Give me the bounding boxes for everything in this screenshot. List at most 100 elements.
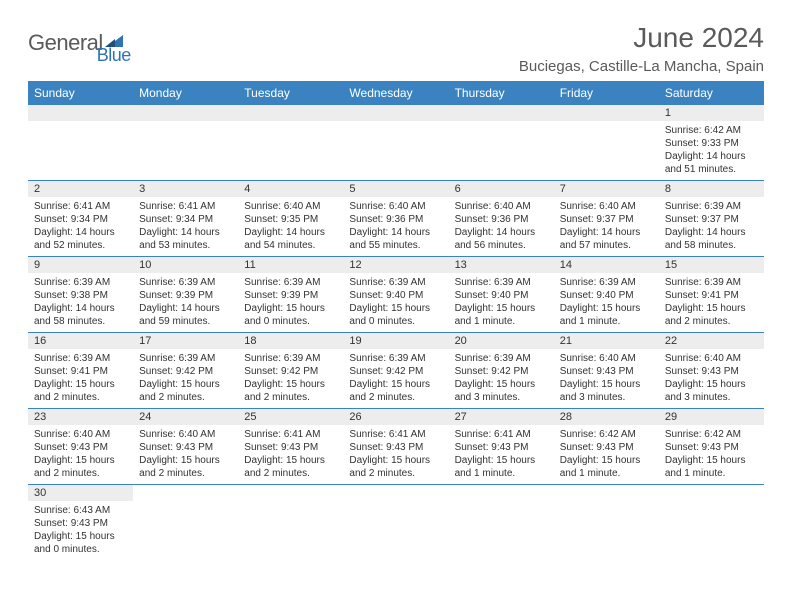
day-details bbox=[238, 501, 343, 508]
day-number: 12 bbox=[343, 257, 448, 273]
day-number: 1 bbox=[659, 105, 764, 121]
day-detail-line: Sunset: 9:39 PM bbox=[139, 289, 232, 302]
day-number: 29 bbox=[659, 409, 764, 425]
day-detail-line: Sunrise: 6:39 AM bbox=[665, 276, 758, 289]
day-detail-line: Daylight: 15 hours and 2 minutes. bbox=[349, 378, 442, 404]
day-details bbox=[343, 501, 448, 508]
calendar-cell: 23Sunrise: 6:40 AMSunset: 9:43 PMDayligh… bbox=[28, 409, 133, 485]
day-details bbox=[449, 501, 554, 508]
location-label: Buciegas, Castille-La Mancha, Spain bbox=[519, 58, 764, 75]
day-detail-line: Daylight: 14 hours and 55 minutes. bbox=[349, 226, 442, 252]
day-detail-line: Sunrise: 6:40 AM bbox=[455, 200, 548, 213]
day-details: Sunrise: 6:41 AMSunset: 9:43 PMDaylight:… bbox=[238, 425, 343, 484]
calendar-cell bbox=[343, 105, 448, 181]
day-number bbox=[343, 105, 448, 121]
day-detail-line: Daylight: 14 hours and 53 minutes. bbox=[139, 226, 232, 252]
day-header: Monday bbox=[133, 81, 238, 105]
day-detail-line: Daylight: 15 hours and 3 minutes. bbox=[665, 378, 758, 404]
day-detail-line: Sunset: 9:40 PM bbox=[455, 289, 548, 302]
day-detail-line: Sunrise: 6:41 AM bbox=[244, 428, 337, 441]
day-detail-line: Sunrise: 6:39 AM bbox=[455, 276, 548, 289]
day-details: Sunrise: 6:39 AMSunset: 9:37 PMDaylight:… bbox=[659, 197, 764, 256]
day-detail-line: Sunrise: 6:39 AM bbox=[349, 352, 442, 365]
day-details: Sunrise: 6:39 AMSunset: 9:41 PMDaylight:… bbox=[659, 273, 764, 332]
day-detail-line: Sunset: 9:40 PM bbox=[349, 289, 442, 302]
day-number: 9 bbox=[28, 257, 133, 273]
day-number bbox=[449, 105, 554, 121]
day-detail-line: Sunrise: 6:39 AM bbox=[244, 352, 337, 365]
day-number bbox=[343, 485, 448, 501]
calendar-cell: 30Sunrise: 6:43 AMSunset: 9:43 PMDayligh… bbox=[28, 485, 133, 561]
day-details: Sunrise: 6:42 AMSunset: 9:43 PMDaylight:… bbox=[554, 425, 659, 484]
calendar-cell bbox=[133, 105, 238, 181]
calendar-cell: 12Sunrise: 6:39 AMSunset: 9:40 PMDayligh… bbox=[343, 257, 448, 333]
day-detail-line: Daylight: 14 hours and 54 minutes. bbox=[244, 226, 337, 252]
day-details: Sunrise: 6:40 AMSunset: 9:43 PMDaylight:… bbox=[554, 349, 659, 408]
day-detail-line: Sunrise: 6:40 AM bbox=[34, 428, 127, 441]
day-number: 30 bbox=[28, 485, 133, 501]
day-detail-line: Daylight: 14 hours and 56 minutes. bbox=[455, 226, 548, 252]
day-detail-line: Sunrise: 6:42 AM bbox=[665, 124, 758, 137]
day-header: Wednesday bbox=[343, 81, 448, 105]
day-detail-line: Sunset: 9:43 PM bbox=[139, 441, 232, 454]
calendar-cell: 6Sunrise: 6:40 AMSunset: 9:36 PMDaylight… bbox=[449, 181, 554, 257]
day-detail-line: Sunset: 9:42 PM bbox=[455, 365, 548, 378]
day-number: 18 bbox=[238, 333, 343, 349]
day-details bbox=[28, 121, 133, 128]
day-detail-line: Sunrise: 6:39 AM bbox=[34, 352, 127, 365]
day-detail-line: Sunset: 9:37 PM bbox=[665, 213, 758, 226]
day-detail-line: Sunset: 9:43 PM bbox=[455, 441, 548, 454]
calendar-table: Sunday Monday Tuesday Wednesday Thursday… bbox=[28, 81, 764, 560]
day-number: 27 bbox=[449, 409, 554, 425]
day-detail-line: Daylight: 14 hours and 57 minutes. bbox=[560, 226, 653, 252]
day-header: Thursday bbox=[449, 81, 554, 105]
calendar-week-row: 9Sunrise: 6:39 AMSunset: 9:38 PMDaylight… bbox=[28, 257, 764, 333]
day-detail-line: Sunset: 9:43 PM bbox=[560, 441, 653, 454]
day-detail-line: Sunrise: 6:41 AM bbox=[455, 428, 548, 441]
day-detail-line: Sunrise: 6:40 AM bbox=[560, 200, 653, 213]
day-details: Sunrise: 6:39 AMSunset: 9:40 PMDaylight:… bbox=[343, 273, 448, 332]
title-block: June 2024 Buciegas, Castille-La Mancha, … bbox=[519, 22, 764, 75]
calendar-cell: 7Sunrise: 6:40 AMSunset: 9:37 PMDaylight… bbox=[554, 181, 659, 257]
calendar-cell: 16Sunrise: 6:39 AMSunset: 9:41 PMDayligh… bbox=[28, 333, 133, 409]
day-number bbox=[449, 485, 554, 501]
day-detail-line: Daylight: 15 hours and 2 minutes. bbox=[139, 378, 232, 404]
day-header: Saturday bbox=[659, 81, 764, 105]
day-detail-line: Sunset: 9:41 PM bbox=[665, 289, 758, 302]
day-details bbox=[238, 121, 343, 128]
day-detail-line: Sunrise: 6:39 AM bbox=[34, 276, 127, 289]
day-details bbox=[554, 501, 659, 508]
calendar-cell: 11Sunrise: 6:39 AMSunset: 9:39 PMDayligh… bbox=[238, 257, 343, 333]
day-number bbox=[133, 485, 238, 501]
logo-text-accent: Blue bbox=[97, 45, 131, 66]
day-details bbox=[133, 121, 238, 128]
day-number: 28 bbox=[554, 409, 659, 425]
calendar-cell: 3Sunrise: 6:41 AMSunset: 9:34 PMDaylight… bbox=[133, 181, 238, 257]
day-details: Sunrise: 6:39 AMSunset: 9:41 PMDaylight:… bbox=[28, 349, 133, 408]
calendar-cell: 4Sunrise: 6:40 AMSunset: 9:35 PMDaylight… bbox=[238, 181, 343, 257]
day-detail-line: Daylight: 15 hours and 0 minutes. bbox=[34, 530, 127, 556]
day-details: Sunrise: 6:39 AMSunset: 9:42 PMDaylight:… bbox=[133, 349, 238, 408]
day-detail-line: Sunset: 9:39 PM bbox=[244, 289, 337, 302]
day-number: 2 bbox=[28, 181, 133, 197]
calendar-cell bbox=[659, 485, 764, 561]
calendar-cell: 9Sunrise: 6:39 AMSunset: 9:38 PMDaylight… bbox=[28, 257, 133, 333]
day-detail-line: Sunrise: 6:42 AM bbox=[560, 428, 653, 441]
logo: General Blue bbox=[28, 22, 131, 56]
calendar-cell: 17Sunrise: 6:39 AMSunset: 9:42 PMDayligh… bbox=[133, 333, 238, 409]
day-detail-line: Daylight: 14 hours and 58 minutes. bbox=[34, 302, 127, 328]
calendar-cell: 10Sunrise: 6:39 AMSunset: 9:39 PMDayligh… bbox=[133, 257, 238, 333]
day-details: Sunrise: 6:40 AMSunset: 9:36 PMDaylight:… bbox=[449, 197, 554, 256]
day-details: Sunrise: 6:43 AMSunset: 9:43 PMDaylight:… bbox=[28, 501, 133, 560]
calendar-cell: 20Sunrise: 6:39 AMSunset: 9:42 PMDayligh… bbox=[449, 333, 554, 409]
day-details: Sunrise: 6:40 AMSunset: 9:37 PMDaylight:… bbox=[554, 197, 659, 256]
calendar-cell: 27Sunrise: 6:41 AMSunset: 9:43 PMDayligh… bbox=[449, 409, 554, 485]
day-number: 8 bbox=[659, 181, 764, 197]
day-number: 19 bbox=[343, 333, 448, 349]
day-detail-line: Sunset: 9:41 PM bbox=[34, 365, 127, 378]
day-detail-line: Sunrise: 6:39 AM bbox=[349, 276, 442, 289]
day-details: Sunrise: 6:40 AMSunset: 9:36 PMDaylight:… bbox=[343, 197, 448, 256]
calendar-cell: 19Sunrise: 6:39 AMSunset: 9:42 PMDayligh… bbox=[343, 333, 448, 409]
day-details: Sunrise: 6:40 AMSunset: 9:43 PMDaylight:… bbox=[28, 425, 133, 484]
day-details: Sunrise: 6:41 AMSunset: 9:34 PMDaylight:… bbox=[28, 197, 133, 256]
